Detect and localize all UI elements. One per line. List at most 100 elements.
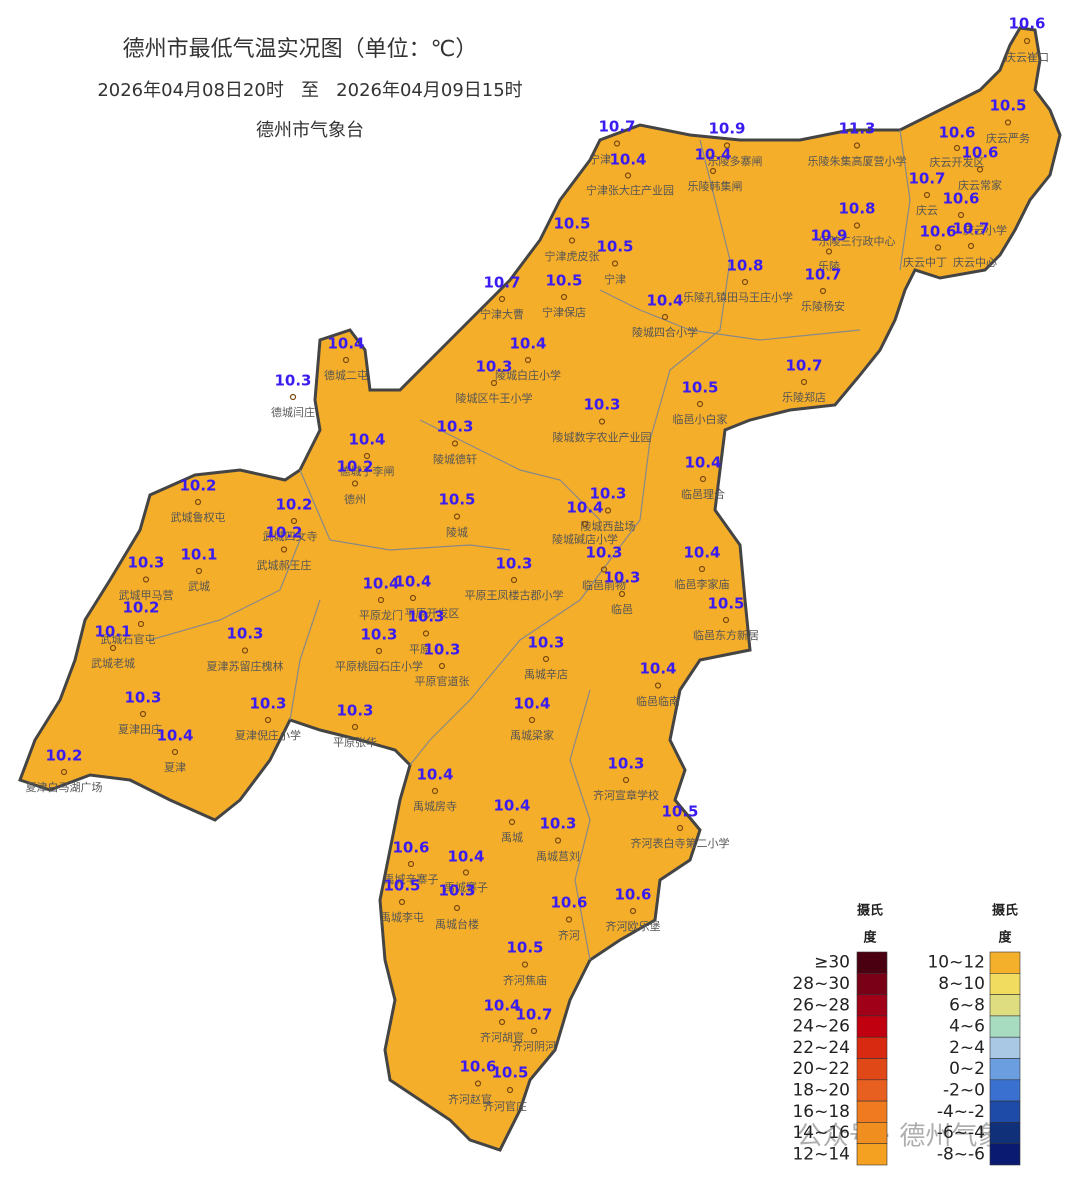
station-value: 10.4 [646,292,683,310]
legend-swatch [856,1100,888,1123]
station-name: 陵城西盐场 [581,519,636,533]
station-name: 乐陵 [818,260,840,273]
station-value: 10.5 [661,803,698,821]
station-name: 齐河欧乐堡 [606,919,661,933]
station-dot [438,662,446,670]
title: 德州市最低气温实况图（单位：℃） [123,37,478,62]
station-dot [137,620,145,628]
station-name: 齐河胡官 [480,1030,524,1044]
station-value: 10.7 [785,357,822,375]
station-name: 乐陵郑店 [782,390,826,404]
station-name: 临邑小白家 [673,412,728,426]
station-value: 10.3 [127,554,164,572]
station-name: 德城闫庄 [271,405,315,419]
station-dot [819,287,827,295]
station-value: 10.4 [362,575,399,593]
station-value: 10.4 [609,151,646,169]
station-name: 陵城 [446,526,468,539]
station-value: 10.4 [509,335,546,353]
legend-swatch [856,1058,888,1081]
legend-swatch [856,1079,888,1102]
station-name: 齐河赵官 [448,1092,492,1106]
station-name: 平原张华 [333,735,377,749]
station-dot [377,596,385,604]
station-value: 10.4 [493,797,530,815]
station-value: 10.5 [707,595,744,613]
legend-swatch [989,951,1021,974]
station-dot [508,818,516,826]
station-name: 乐陵孔镇田马王庄小学 [683,290,793,304]
station-dot [581,520,589,528]
station-dot [934,244,942,251]
legend-label: 0~2 [949,1059,985,1079]
station-name: 宁津 [589,152,611,166]
legend-swatch [989,1036,1021,1059]
station-dot [542,655,550,663]
station-name: 宁津 [604,272,626,286]
station-value: 10.3 [336,702,373,720]
station-name: 德州 [344,492,366,506]
station-dot [923,191,931,199]
station-name: 禹城 [501,831,523,844]
station-dot [342,356,350,364]
station-dot [60,768,68,776]
station-value: 10.4 [348,431,385,449]
legend-label: -6~-4 [937,1123,985,1143]
station-value: 10.7 [598,118,635,136]
station-value: 10.7 [952,220,989,238]
station-value: 10.3 [539,815,576,833]
station-name: 武城石官屯 [101,632,156,646]
station-name: 夏津苏留庄槐林 [207,659,284,673]
legend-label: -2~0 [943,1080,985,1100]
station-value: 10.9 [810,227,847,245]
station-dot [375,647,383,655]
station-name: 庆云小学 [963,223,1007,237]
station-name: 宁津大曹 [480,307,524,321]
station-dot [723,142,731,149]
station-name: 乐陵朱集高厦营小学 [808,154,907,168]
station-name: 临邑理合 [681,487,725,501]
legend-swatch [989,972,1021,995]
station-dot [171,748,179,756]
station-name: 夏津白马湖广场 [26,780,103,794]
station-name: 庆云开发区 [930,155,985,169]
station-value: 10.3 [124,689,161,707]
station-name: 庆云中心 [953,255,997,269]
station-dot [264,716,272,724]
station-value: 10.7 [908,170,945,188]
station-value: 10.4 [694,146,731,164]
region-outline [18,26,1062,1152]
station-value: 10.9 [708,120,745,138]
legend-label: 24~26 [792,1017,850,1037]
station-value: 10.5 [681,379,718,397]
station-dot [1004,119,1012,126]
station-value: 10.2 [45,747,82,765]
station-value: 10.1 [94,623,131,641]
station-value: 10.5 [491,1064,528,1082]
station-value: 10.3 [607,755,644,773]
legend-label: -4~-2 [937,1102,985,1122]
legend-swatch [856,951,888,974]
station-value: 10.8 [838,200,875,218]
station-value: 10.7 [804,266,841,284]
legend-label: 10~12 [927,953,985,973]
station-value: 10.3 [475,358,512,376]
legend-swatch [856,1036,888,1059]
station-name: 齐河 [558,928,580,942]
station-name: 禹城台楼 [435,917,479,931]
station-name: 平原官道张 [415,674,470,688]
station-value: 10.7 [515,1006,552,1024]
station-name: 陵城数字农业产业园 [553,430,652,444]
station-dot [398,898,406,906]
station-value: 10.3 [527,634,564,652]
station-name: 禹城辛店 [524,667,568,681]
station-dot [142,576,150,583]
station-value: 10.1 [180,546,217,564]
station-value: 10.3 [583,396,620,414]
station-name: 禹城寨子 [444,880,488,894]
station-dot [624,172,632,179]
station-value: 10.4 [447,848,484,866]
station-dot [453,904,461,912]
station-value: 10.5 [545,272,582,290]
